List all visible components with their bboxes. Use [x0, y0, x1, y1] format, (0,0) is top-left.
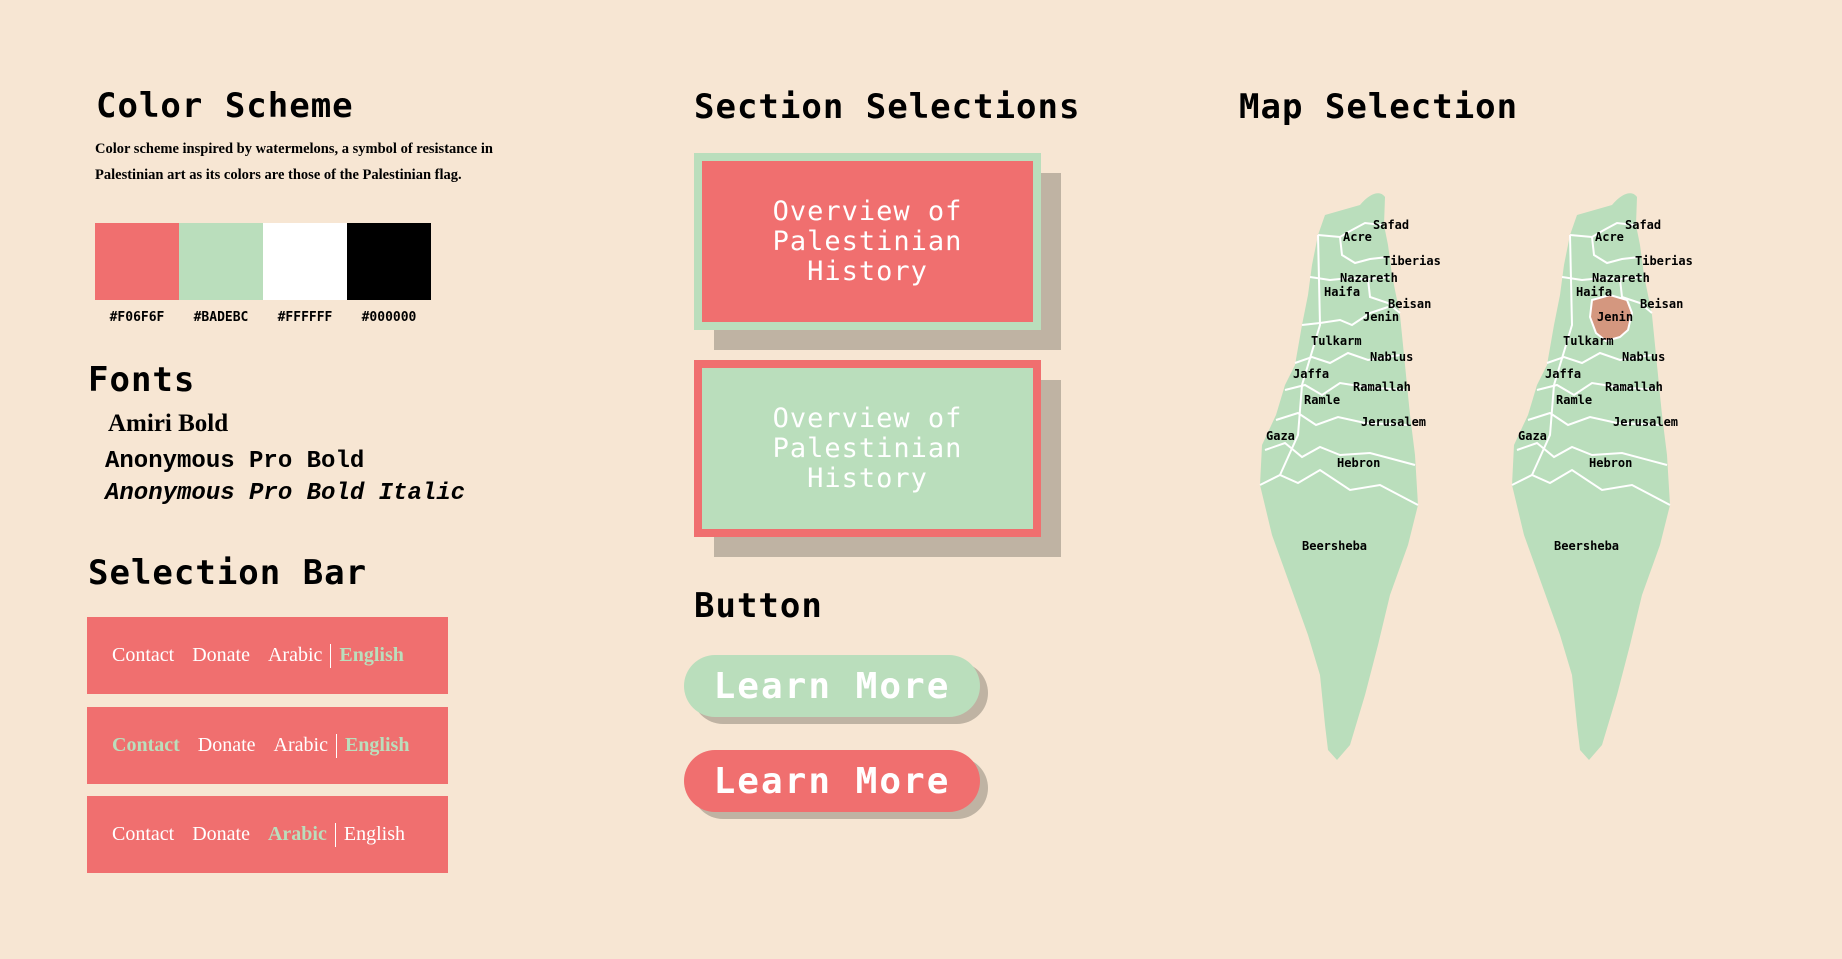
district-label-hebron: Hebron [1589, 456, 1632, 470]
district-label-hebron: Hebron [1337, 456, 1380, 470]
district-label-ramallah: Ramallah [1353, 380, 1411, 394]
map-land [1260, 193, 1418, 761]
button-title: Button [694, 586, 823, 626]
district-label-gaza: Gaza [1266, 429, 1295, 443]
font-sample-anonymous-pro-italic: Anonymous Pro Bold Italic [105, 480, 466, 507]
section-selections-title: Section Selections [694, 87, 1081, 127]
district-label-ramle: Ramle [1304, 393, 1340, 407]
nav-contact[interactable]: Contact [112, 644, 175, 666]
swatch-green-color [179, 223, 263, 300]
font-sample-anonymous-pro: Anonymous Pro Bold [105, 448, 365, 475]
nav-donate[interactable]: Donate [192, 823, 250, 845]
selection-bar-title: Selection Bar [88, 553, 368, 593]
selection-bar-contact-active: Contact Donate Arabic English [87, 707, 448, 784]
nav-contact[interactable]: Contact [112, 734, 180, 756]
swatch-black-label: #000000 [361, 310, 417, 325]
district-label-gaza: Gaza [1518, 429, 1547, 443]
section-card-default[interactable]: Overview of Palestinian History [694, 153, 1041, 330]
nav-donate[interactable]: Donate [197, 734, 256, 756]
district-label-jerusalem: Jerusalem [1613, 415, 1678, 429]
nav-divider [335, 733, 337, 758]
district-label-acre: Acre [1595, 230, 1624, 244]
district-label-beersheba: Beersheba [1554, 539, 1619, 553]
nav-english[interactable]: English [343, 823, 405, 845]
district-label-jaffa: Jaffa [1545, 367, 1581, 381]
swatch-white-color [263, 223, 347, 300]
district-borders [1259, 221, 1419, 506]
swatch-black-color [347, 223, 431, 300]
selection-bar-arabic-active: Contact Donate Arabic English [87, 796, 448, 873]
district-label-ramle: Ramle [1556, 393, 1592, 407]
nav-divider [334, 822, 336, 847]
district-label-beersheba: Beersheba [1302, 539, 1367, 553]
district-label-ramallah: Ramallah [1605, 380, 1663, 394]
swatch-black: #000000 [347, 223, 431, 325]
section-card-hover[interactable]: Overview of Palestinian History [694, 360, 1041, 537]
nav-contact[interactable]: Contact [112, 823, 175, 845]
nav-arabic[interactable]: Arabic [267, 644, 323, 666]
district-label-beisan: Beisan [1640, 297, 1683, 311]
nav-divider [330, 643, 332, 668]
district-label-jenin: Jenin [1363, 310, 1399, 324]
district-label-tiberias: Tiberias [1635, 254, 1693, 268]
district-label-jerusalem: Jerusalem [1361, 415, 1426, 429]
district-label-safad: Safad [1625, 218, 1661, 232]
swatch-green: #BADEBC [179, 223, 263, 325]
nav-english[interactable]: English [339, 644, 404, 666]
district-label-nablus: Nablus [1370, 350, 1413, 364]
color-scheme-description: Color scheme inspired by watermelons, a … [95, 141, 493, 183]
learn-more-button-green[interactable]: Learn More [684, 655, 980, 717]
swatch-white: #FFFFFF [263, 223, 347, 325]
nav-donate[interactable]: Donate [192, 644, 250, 666]
district-label-nazareth: Nazareth [1592, 271, 1650, 285]
map-land [1512, 193, 1670, 761]
district-label-nablus: Nablus [1622, 350, 1665, 364]
district-label-haifa: Haifa [1576, 285, 1612, 299]
district-label-beisan: Beisan [1388, 297, 1431, 311]
district-borders [1511, 221, 1671, 506]
nav-arabic[interactable]: Arabic [273, 734, 328, 756]
swatch-red-color [95, 223, 179, 300]
district-jenin-highlight[interactable] [1588, 293, 1634, 343]
district-label-acre: Acre [1343, 230, 1372, 244]
swatch-white-label: #FFFFFF [277, 310, 333, 325]
fonts-title: Fonts [88, 360, 196, 400]
district-label-safad: Safad [1373, 218, 1409, 232]
color-swatches: #F06F6F #BADEBC #FFFFFF #000000 [95, 223, 431, 325]
district-label-tiberias: Tiberias [1383, 254, 1441, 268]
swatch-red-label: #F06F6F [109, 310, 165, 325]
nav-english[interactable]: English [344, 734, 410, 756]
swatch-red: #F06F6F [95, 223, 179, 325]
district-label-haifa: Haifa [1324, 285, 1360, 299]
district-map-default: Safad Acre Tiberias Nazareth Haifa Beisa… [1259, 193, 1441, 761]
district-map-jenin-selected: Safad Acre Tiberias Nazareth Haifa Beisa… [1511, 193, 1693, 761]
district-label-jenin: Jenin [1597, 310, 1633, 324]
font-sample-amiri: Amiri Bold [108, 410, 229, 437]
map-selection-title: Map Selection [1239, 87, 1519, 127]
learn-more-button-red[interactable]: Learn More [684, 750, 980, 812]
district-label-tulkarm: Tulkarm [1311, 334, 1362, 348]
nav-arabic[interactable]: Arabic [267, 823, 327, 845]
swatch-green-label: #BADEBC [193, 310, 249, 325]
district-label-jaffa: Jaffa [1293, 367, 1329, 381]
district-label-tulkarm: Tulkarm [1563, 334, 1614, 348]
color-scheme-title: Color Scheme [96, 86, 354, 126]
selection-bar-english-active: Contact Donate Arabic English [87, 617, 448, 694]
district-label-nazareth: Nazareth [1340, 271, 1398, 285]
